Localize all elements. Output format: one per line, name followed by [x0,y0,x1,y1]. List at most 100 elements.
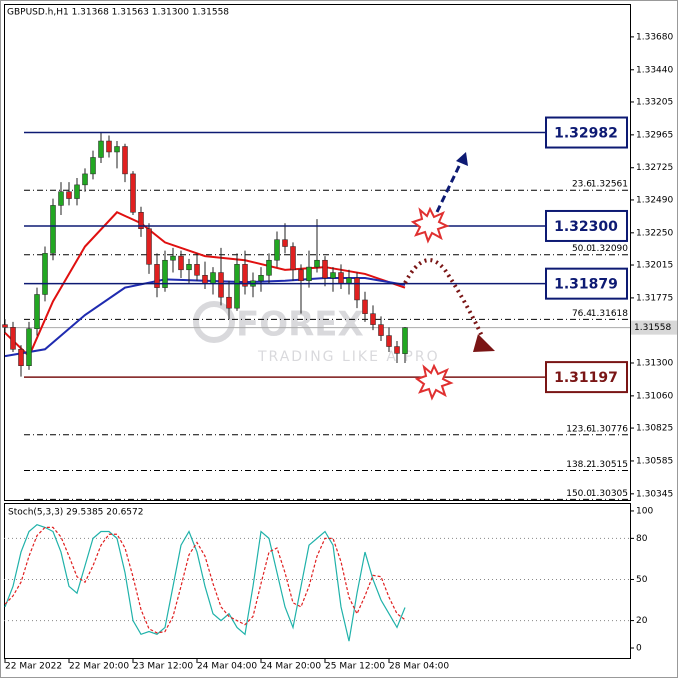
candle-body [370,313,376,325]
burst [410,206,450,244]
candle-body [282,239,288,247]
down-arrow [403,258,484,337]
stoch-title: Stoch(5,3,3) 29.5385 20.6572 [8,508,143,518]
y-tick-label: 1.33440 [636,65,673,75]
candle-body [34,294,40,329]
candle-body [122,146,128,175]
x-tick-label: 22 Mar 20:00 [69,662,129,672]
last-price-box [631,320,677,335]
y-tick-label: 1.30345 [636,489,673,499]
candle-body [154,264,160,288]
y-tick-label: 100 [636,506,653,516]
y-tick-label: 1.33205 [636,97,673,107]
candle-body [322,259,328,279]
candle-body [186,264,192,271]
y-tick-label: 1.32965 [636,130,673,140]
candle-body [314,259,320,268]
level-label: 1.32982 [554,126,618,142]
annotations [403,152,495,401]
candle-body [202,275,208,284]
candle-body [218,272,224,298]
fib-ratio: 138.2 [566,460,592,470]
candle-body [338,272,344,284]
candle-body [242,264,248,287]
candle-body [210,272,216,284]
up-arrow-head [456,152,468,166]
candle-body [106,140,112,153]
candle-body [26,328,32,366]
y-tick-label: 50 [636,575,648,585]
y-tick-label: 1.31060 [636,391,673,401]
y-tick-label: 1.31300 [636,358,673,368]
level-box [545,209,628,242]
candle-body [82,173,88,186]
candle-body [362,299,368,314]
candle-body [266,259,272,276]
y-tick-label: 0 [636,643,642,653]
last-price-label: 1.31558 [634,323,671,333]
candle-body [42,253,48,295]
y-tick-label: 1.31775 [636,293,673,303]
fib-price: 1.31618 [591,309,628,319]
watermark-brand: FOREX [236,305,364,345]
stoch-frame [4,503,631,659]
x-tick-label: 24 Mar 04:00 [197,662,257,672]
candle-body [274,239,280,261]
candle-body [2,324,8,328]
candle-body [194,264,200,276]
x-tick-label: 24 Mar 20:00 [261,662,321,672]
level-box [545,116,628,149]
stoch-line [4,526,406,634]
fib-ratio: 50.0 [572,244,592,254]
candle-body [114,146,120,153]
candle-body [138,212,144,229]
candle-body [146,228,152,265]
candle-body [330,272,336,279]
level-label: 1.31197 [554,370,618,386]
stoch-line [4,523,406,642]
candle-body [170,255,176,261]
burst [414,363,454,401]
candle-body [378,324,384,336]
watermark-slogan: TRADING LIKE A PRO [257,349,440,365]
candle-body [258,275,264,282]
chart-title: GBPUSD.h,H1 1.31368 1.31563 1.31300 1.31… [7,8,229,18]
candle-body [394,346,400,354]
fib-ratio: 123.6 [566,424,592,434]
candle-body [346,277,352,284]
fib-price: 1.32561 [591,180,628,190]
fib-price: 1.32090 [591,244,628,254]
x-tick-label: 25 Mar 12:00 [325,662,385,672]
down-arrow-head [473,334,495,352]
y-tick-label: 1.32490 [636,195,673,205]
fib-price: 1.30515 [591,460,628,470]
candle-body [386,335,392,347]
candle-body [98,140,104,158]
candle-body [130,173,136,213]
candle-body [58,191,64,206]
fib-price: 1.30776 [591,424,628,434]
candle-body [306,266,312,282]
candle-body [298,269,304,282]
candle-body [74,184,80,199]
candle-body [90,157,96,175]
candle-body [178,255,184,271]
y-tick-label: 1.32015 [636,261,673,271]
candle-body [290,246,296,271]
candle-body [402,327,408,354]
level-box [545,267,628,300]
level-label: 1.32300 [554,219,618,235]
y-tick-label: 1.33680 [636,32,673,42]
fib-price: 1.30305 [591,489,628,499]
candle-body [162,259,168,288]
candle-body [226,296,232,309]
candle-body [10,327,16,350]
fib-ratio: 23.6 [572,180,592,190]
y-tick-label: 1.32250 [636,228,673,238]
y-tick-label: 1.32725 [636,163,673,173]
candle-body [50,205,56,254]
level-box [545,361,628,394]
plot-area: 1.33680 1.33440 1.33205 1.32965 1.32725 1.324… [2,32,677,672]
y-tick-label: 80 [636,534,648,544]
